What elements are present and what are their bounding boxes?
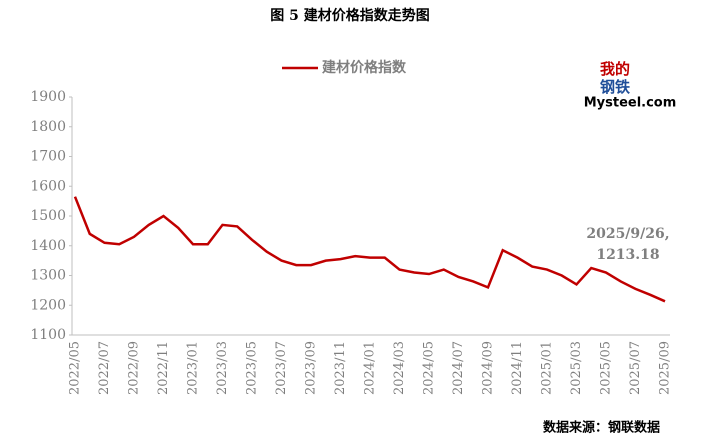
- x-tick-label: 2024/03: [392, 341, 407, 395]
- y-tick-label: 1500: [30, 208, 66, 224]
- x-tick-label: 2025/03: [569, 341, 584, 395]
- x-tick-label: 2023/03: [215, 341, 230, 395]
- y-tick-label: 1700: [30, 149, 66, 165]
- logo-text: 我的: [600, 60, 630, 78]
- x-tick-label: 2023/01: [186, 341, 201, 395]
- legend-label: 建材价格指数: [322, 59, 407, 76]
- y-tick-label: 1400: [30, 238, 66, 254]
- chart-title: 图 5 建材价格指数走势图: [270, 7, 430, 24]
- x-tick-label: 2022/05: [68, 341, 83, 395]
- source: 数据来源：钢联数据: [543, 420, 660, 436]
- y-tick-label: 1300: [30, 268, 66, 284]
- y-tick-label: 1800: [30, 119, 66, 135]
- x-tick-label: 2022/11: [156, 341, 171, 395]
- x-tick-label: 2023/05: [245, 341, 260, 395]
- x-tick-label: 2024/07: [451, 341, 466, 395]
- x-tick-label: 2025/07: [628, 341, 643, 395]
- x-tick-label: 2025/09: [658, 341, 673, 395]
- annotation: 2025/9/26,: [586, 226, 669, 242]
- logo-text: 钢铁: [600, 78, 630, 96]
- x-tick-label: 2023/07: [274, 341, 289, 395]
- y-tick-label: 1600: [30, 178, 66, 194]
- x-tick-label: 2022/09: [127, 341, 142, 395]
- y-tick-label: 1900: [30, 89, 66, 105]
- annotation: 1213.18: [596, 247, 659, 263]
- data-line: [73, 196, 666, 303]
- x-tick-label: 2022/07: [97, 341, 112, 395]
- y-tick-label: 1100: [30, 327, 66, 343]
- x-tick-label: 2024/05: [422, 341, 437, 395]
- x-tick-label: 2024/11: [510, 341, 525, 395]
- x-tick-label: 2024/09: [481, 341, 496, 395]
- x-tick-label: 2025/05: [599, 341, 614, 395]
- x-tick-label: 2024/01: [363, 341, 378, 395]
- logo-text: Mysteel.com: [584, 96, 677, 111]
- y-tick-label: 1200: [30, 297, 66, 313]
- x-tick-label: 2023/11: [333, 341, 348, 395]
- x-tick-label: 2025/01: [540, 341, 555, 395]
- x-tick-label: 2023/09: [304, 341, 319, 395]
